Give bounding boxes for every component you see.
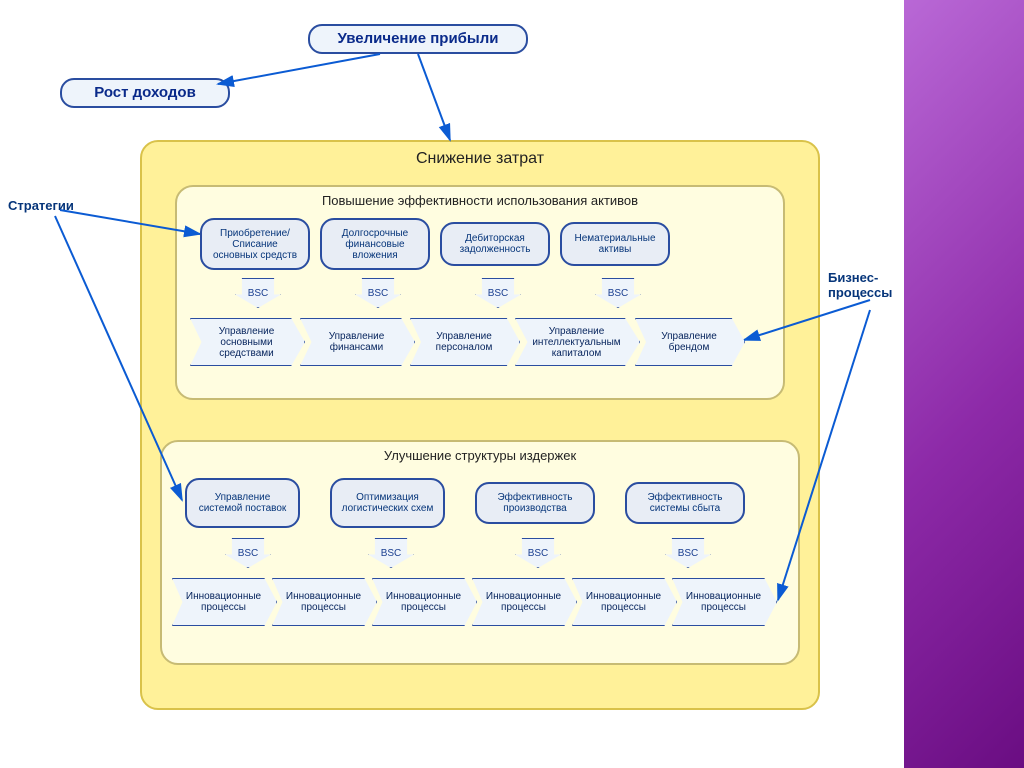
process-arrow: Инновационные процессы — [372, 578, 477, 626]
process-arrow: Управление персоналом — [410, 318, 520, 366]
process-arrow: Инновационные процессы — [472, 578, 577, 626]
process-arrow: Управление финансами — [300, 318, 415, 366]
process-arrow: Инновационные процессы — [272, 578, 377, 626]
strategy-pill: Оптимизация логистических схем — [330, 478, 445, 528]
strategy-pill: Эффективность системы сбыта — [625, 482, 745, 524]
strategy-pill: Эффективность производства — [475, 482, 595, 524]
process-arrow: Инновационные процессы — [572, 578, 677, 626]
process-arrow: Управление интеллектуальным капиталом — [515, 318, 640, 366]
process-arrow: Инновационные процессы — [672, 578, 777, 626]
strategy-pill: Нематериальные активы — [560, 222, 670, 266]
strategy-pill: Приобретение/ Списание основных средств — [200, 218, 310, 270]
strategy-pill: Дебиторская задолженность — [440, 222, 550, 266]
process-arrow: Инновационные процессы — [172, 578, 277, 626]
strategy-pill: Долгосрочные финансовые вложения — [320, 218, 430, 270]
process-arrow: Управление основными средствами — [190, 318, 305, 366]
process-arrow: Управление брендом — [635, 318, 745, 366]
strategy-pill: Управление системой поставок — [185, 478, 300, 528]
connector-arrows — [0, 0, 1024, 768]
